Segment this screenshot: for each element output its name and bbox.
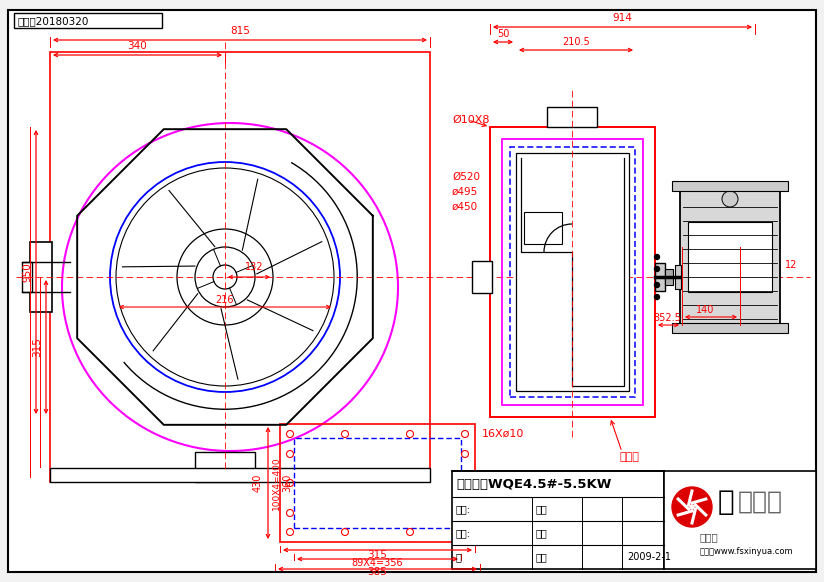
Bar [655,263,665,291]
Text: 50: 50 [497,29,509,39]
Bar [672,323,788,333]
Circle shape [654,282,659,288]
Circle shape [722,191,738,207]
Bar [688,222,772,292]
Text: 140: 140 [695,305,714,315]
Bar [280,424,475,542]
Text: 审核:: 审核: [456,528,471,538]
Circle shape [672,487,712,527]
Bar [294,438,461,528]
Bar [22,262,32,292]
Text: 保温层: 保温层 [620,452,640,462]
Bar [50,468,430,482]
Text: 运风机: 运风机 [738,490,783,514]
Text: 352.5: 352.5 [653,313,681,323]
Bar [452,471,664,569]
Text: 914: 914 [612,13,633,23]
Text: 210.5: 210.5 [562,37,590,47]
Text: 日期: 日期 [536,552,548,562]
Text: 保温风机WQE4.5#-5.5KW: 保温风机WQE4.5#-5.5KW [456,478,611,492]
Bar [665,269,673,285]
Bar [680,187,780,327]
Text: 360: 360 [282,474,292,492]
Text: 385: 385 [368,567,387,577]
Bar [675,265,681,289]
Circle shape [654,267,659,271]
Text: ø495: ø495 [452,187,478,197]
Bar [510,147,635,397]
Bar [490,127,655,417]
Text: 制图:: 制图: [456,504,471,514]
Bar [472,261,492,293]
Text: 315: 315 [368,550,387,560]
Text: 12: 12 [785,260,798,270]
Circle shape [213,265,237,289]
Bar [524,212,562,244]
Text: 新峰运: 新峰运 [700,532,719,542]
Circle shape [654,294,659,300]
Text: 2009-2-1: 2009-2-1 [627,552,671,562]
Text: 运: 运 [355,264,415,360]
Bar [547,107,597,127]
Text: 315: 315 [32,337,42,357]
Text: 100X4=400: 100X4=400 [272,456,281,510]
Bar [502,139,643,405]
Bar [30,242,52,312]
Text: 网址：www.fsxinyua.com: 网址：www.fsxinyua.com [700,546,794,555]
Circle shape [654,254,659,260]
Bar [516,153,629,391]
Text: 工比: 工比 [536,504,548,514]
Text: 430: 430 [253,474,263,492]
Text: 89X4=356: 89X4=356 [352,558,403,568]
Text: 批比: 批比 [536,528,548,538]
Text: 340: 340 [128,41,147,51]
Bar [664,471,816,569]
Circle shape [116,168,334,386]
Text: 遁号：20180320: 遁号：20180320 [18,16,89,26]
Text: 950: 950 [22,262,32,282]
Text: 16Xø10: 16Xø10 [482,429,524,439]
Text: Ø520: Ø520 [452,172,480,182]
Bar [672,181,788,191]
Bar [195,452,255,482]
Text: 新: 新 [160,264,220,360]
Text: Ø10X8: Ø10X8 [452,115,489,125]
Text: 新: 新 [718,488,735,516]
Bar [50,52,430,482]
Text: 216: 216 [216,295,234,305]
Text: 批: 批 [456,552,462,562]
Text: 峰: 峰 [260,264,320,360]
Text: 132: 132 [245,262,263,272]
Circle shape [690,505,694,509]
Circle shape [688,503,696,511]
Bar [14,13,162,28]
Text: ø450: ø450 [452,202,478,212]
Text: 815: 815 [230,26,250,36]
